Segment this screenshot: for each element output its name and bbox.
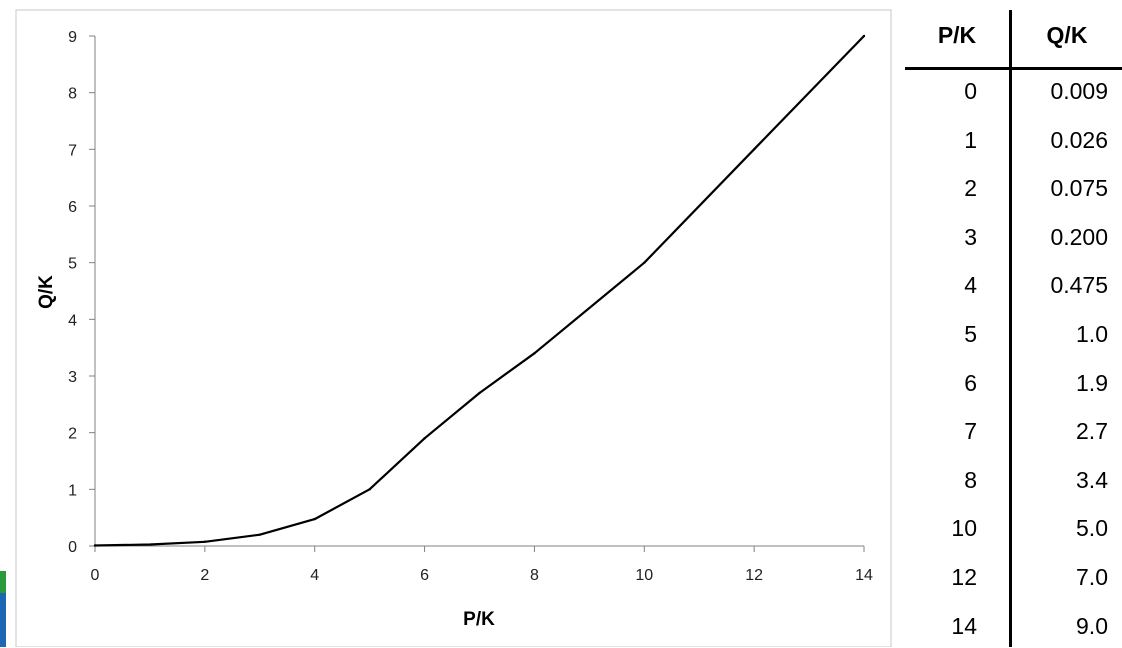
cell-pk: 7: [964, 418, 977, 445]
series-points: [93, 34, 866, 547]
chart-area-border: [15, 9, 892, 647]
table-row: 4 0.475: [905, 267, 1122, 307]
table-header-qk: Q/K: [1046, 22, 1088, 48]
cell-qk: 9.0: [1076, 612, 1108, 639]
table-column-rule: [1009, 10, 1012, 647]
cell-pk: 4: [964, 272, 977, 299]
cell-pk: 0: [964, 78, 977, 104]
y-tick-label: 1: [68, 482, 77, 499]
data-point: [752, 148, 756, 151]
data-point: [862, 34, 866, 38]
data-table: P/K Q/K 0 0.009 1 0.026 2 0.075 3 0.200 4 0.475 5 1…: [905, 10, 1122, 647]
y-tick-label: 0: [68, 539, 77, 556]
data-point: [203, 540, 207, 543]
data-point: [368, 488, 371, 491]
data-point: [643, 261, 646, 264]
data-point: [478, 391, 481, 395]
cell-pk: 2: [964, 175, 977, 202]
cell-qk: 2.7: [1076, 418, 1108, 445]
cell-pk: 1: [964, 126, 977, 153]
table-row: 12 7.0: [905, 559, 1122, 599]
table-row: 1 0.026: [905, 122, 1122, 162]
y-tick-label: 7: [68, 142, 77, 159]
table-row: 2 0.075: [905, 170, 1122, 210]
cell-qk: 3.4: [1076, 466, 1108, 493]
edge-accent-blue: [0, 593, 6, 647]
cell-pk: 14: [951, 612, 977, 639]
y-tick-group: 0 1 2 3 4 5 6 7 8 9: [68, 29, 95, 556]
y-tick-label: 3: [68, 369, 77, 386]
y-tick-label: 2: [68, 426, 77, 443]
x-tick-label: 2: [200, 567, 209, 584]
table-header-pk: P/K: [937, 22, 977, 48]
edge-accent-green: [0, 571, 6, 593]
table-row: 10 5.0: [905, 510, 1122, 550]
x-axis-title: P/K: [463, 609, 495, 630]
y-tick-label: 6: [68, 199, 77, 216]
x-tick-label: 12: [745, 567, 763, 584]
data-point: [148, 543, 152, 546]
x-tick-label: 14: [855, 567, 873, 584]
table-row: 6 1.9: [905, 365, 1122, 405]
series-line: [94, 35, 865, 547]
data-point: [533, 352, 536, 355]
x-tick-group: 0 2 4 6 8 10 12 14: [91, 546, 873, 584]
data-point: [313, 517, 316, 521]
table-row: 0 0.009: [905, 73, 1122, 113]
data-point: [423, 437, 426, 440]
data-point: [258, 533, 261, 536]
y-tick-label: 5: [68, 256, 77, 273]
y-tick-label: 4: [68, 312, 77, 329]
cell-pk: 12: [951, 564, 977, 590]
x-tick-label: 0: [91, 567, 100, 584]
cell-pk: 3: [964, 223, 977, 250]
cell-qk: 0.475: [1050, 272, 1108, 299]
cell-pk: 5: [964, 321, 977, 347]
cell-qk: 0.009: [1050, 78, 1108, 104]
x-tick-label: 4: [310, 567, 319, 584]
table-row: 3 0.200: [905, 219, 1122, 259]
cell-qk: 0.075: [1050, 175, 1108, 202]
table-row: 14 9.0: [905, 608, 1122, 648]
y-tick-label: 9: [68, 29, 77, 46]
data-point: [93, 544, 97, 547]
x-tick-label: 8: [530, 567, 539, 584]
cell-pk: 6: [964, 369, 977, 396]
table-row: 5 1.0: [905, 316, 1122, 356]
cell-qk: 7.0: [1076, 564, 1108, 590]
y-tick-label: 8: [68, 86, 77, 103]
table-row: 8 3.4: [905, 462, 1122, 502]
cell-qk: 1.0: [1076, 321, 1108, 347]
table-header-rule: [905, 67, 1122, 70]
cell-pk: 10: [951, 515, 977, 542]
cell-qk: 5.0: [1076, 515, 1108, 542]
table-row: 7 2.7: [905, 413, 1122, 453]
y-axis-title: Q/K: [36, 275, 57, 309]
x-tick-label: 10: [635, 567, 653, 584]
cell-pk: 8: [964, 466, 977, 493]
cell-qk: 1.9: [1076, 369, 1108, 396]
cell-qk: 0.200: [1050, 223, 1108, 250]
cell-qk: 0.026: [1050, 126, 1108, 153]
x-tick-label: 6: [420, 567, 429, 584]
